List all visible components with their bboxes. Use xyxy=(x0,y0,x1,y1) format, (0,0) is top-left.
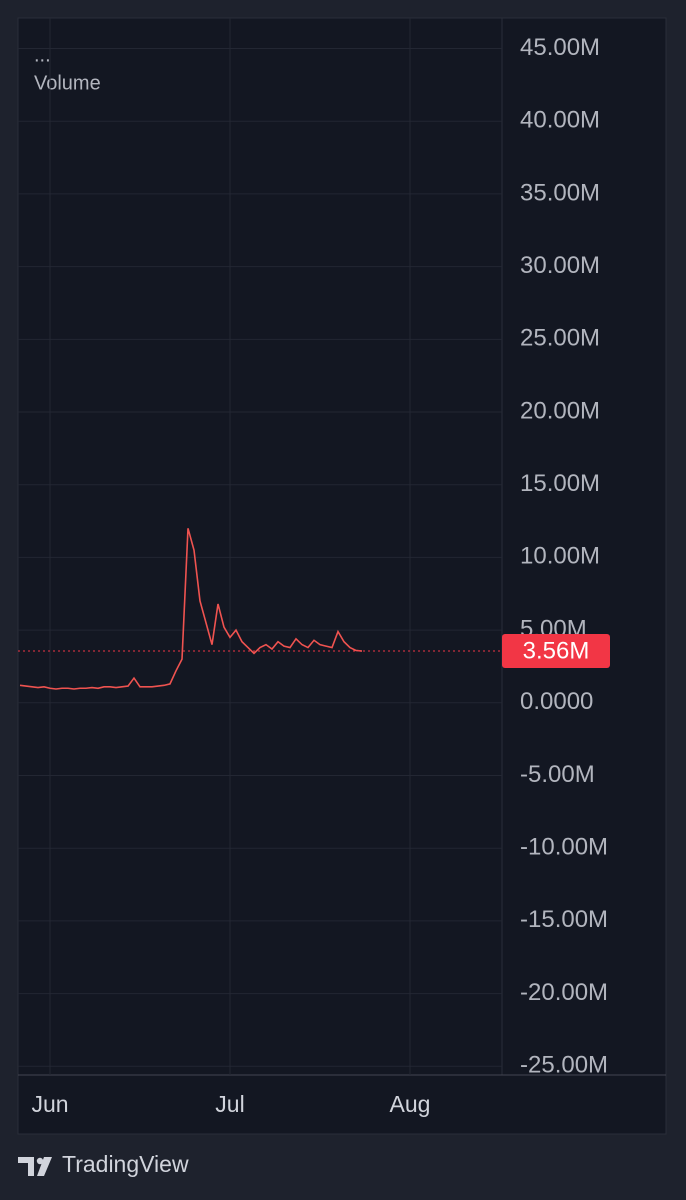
y-tick-label: 35.00M xyxy=(520,179,600,206)
y-tick-label: -15.00M xyxy=(520,906,608,933)
indicator-name: Volume xyxy=(34,72,101,94)
brand-name: TradingView xyxy=(62,1151,189,1177)
x-tick-label: Aug xyxy=(390,1091,431,1117)
last-price-tag xyxy=(502,634,610,669)
last-price-label: 3.56M xyxy=(523,637,590,664)
y-tick-label: 0.0000 xyxy=(520,688,593,715)
x-tick-label: Jun xyxy=(31,1091,68,1117)
y-tick-label: 10.00M xyxy=(520,543,600,570)
legend-dots[interactable]: ... xyxy=(34,44,51,66)
y-tick-label: -25.00M xyxy=(520,1052,608,1079)
y-tick-label: 25.00M xyxy=(520,325,600,352)
y-tick-label: -5.00M xyxy=(520,761,595,788)
y-tick-label: 20.00M xyxy=(520,397,600,424)
y-tick-label: 15.00M xyxy=(520,470,600,497)
price-line xyxy=(19,528,363,690)
y-tick-label: 45.00M xyxy=(520,34,600,61)
y-tick-label: -10.00M xyxy=(520,834,608,861)
y-tick-label: -20.00M xyxy=(520,979,608,1006)
x-tick-label: Jul xyxy=(215,1091,244,1117)
brand-logo xyxy=(18,1157,52,1176)
y-tick-label: 30.00M xyxy=(520,252,600,279)
chart-panel xyxy=(17,17,667,1135)
y-tick-label: 40.00M xyxy=(520,107,600,134)
